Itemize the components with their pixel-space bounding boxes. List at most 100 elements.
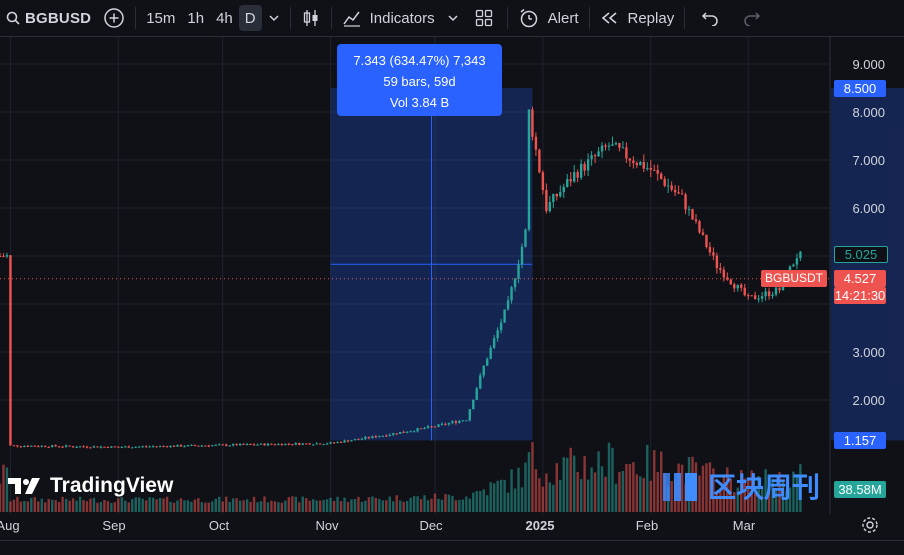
volume-bar	[719, 489, 722, 512]
candle-body	[573, 172, 576, 182]
candle-body	[412, 431, 416, 433]
compare-button[interactable]	[97, 0, 131, 36]
volume-bar	[301, 496, 304, 512]
volume-bar	[54, 500, 57, 512]
candle-body	[399, 432, 402, 434]
volume-bar	[729, 478, 732, 512]
layout-button[interactable]	[465, 0, 503, 36]
price-label: 8.000	[852, 105, 885, 120]
volume-bar	[733, 492, 736, 512]
candle-body	[423, 428, 426, 430]
candle-body	[405, 431, 409, 433]
candle-body	[0, 256, 2, 257]
volume-bar	[138, 497, 141, 512]
timeframe-15m[interactable]: 15m	[146, 9, 176, 27]
symbol-search[interactable]: BGBUSD	[0, 0, 97, 36]
candle-body	[402, 432, 405, 434]
time-label: Oct	[208, 518, 230, 533]
candle-body	[653, 169, 656, 171]
candle-body	[611, 144, 614, 146]
candle-body	[158, 445, 162, 447]
candle-body	[183, 446, 186, 448]
timeframe-d[interactable]: D	[238, 5, 262, 31]
replay-button[interactable]: Replay	[594, 0, 681, 36]
candle-body	[322, 444, 325, 446]
volume-bar	[399, 500, 402, 512]
candle-body	[722, 269, 726, 278]
volume-bar	[131, 499, 134, 512]
candle-body	[680, 193, 684, 195]
candle-body	[26, 445, 30, 447]
volume-bar	[743, 478, 746, 512]
candle-body	[506, 300, 510, 310]
volume-bar	[760, 486, 764, 512]
candle-body	[231, 444, 235, 446]
volume-bar	[364, 500, 367, 512]
volume-bar	[545, 473, 548, 512]
volume-bar	[12, 499, 16, 512]
volume-bar	[472, 492, 475, 512]
candle-body	[308, 443, 311, 445]
volume-bar	[506, 492, 510, 512]
candlestick-icon	[303, 10, 318, 26]
timeframe-4h[interactable]: 4h	[216, 9, 233, 27]
candle-body	[148, 446, 151, 448]
timeframe-dropdown[interactable]	[262, 0, 286, 36]
volume-bar	[259, 501, 263, 512]
candle-body	[639, 162, 642, 166]
alert-label: Alert	[547, 9, 579, 27]
volume-bar	[176, 500, 179, 512]
volume-bar	[795, 474, 799, 512]
candle-body	[151, 446, 155, 448]
candle-body	[492, 338, 496, 348]
volume-bar	[642, 478, 645, 512]
volume-bar	[740, 470, 743, 512]
volume-bar	[315, 500, 318, 512]
range-high-tag: 8.500	[834, 80, 886, 97]
candle-body	[259, 443, 263, 445]
undo-button[interactable]	[689, 0, 731, 36]
volume-bar	[329, 497, 332, 512]
candle-body	[106, 446, 110, 448]
volume-bar	[402, 501, 405, 512]
indicators-button[interactable]: Indicators	[336, 0, 441, 36]
candle-body	[113, 446, 117, 448]
candle-body	[336, 441, 339, 443]
timeframe-1h[interactable]: 1h	[187, 9, 205, 27]
volume-bar	[124, 500, 127, 512]
volume-bar	[110, 502, 113, 512]
volume-bar	[698, 475, 701, 512]
settings-gear-icon[interactable]	[861, 516, 879, 534]
candle-body	[64, 445, 68, 447]
candle-body	[332, 442, 336, 444]
volume-bar	[639, 476, 642, 512]
candle-body	[179, 445, 183, 447]
time-label: Dec	[419, 518, 443, 533]
chart-type-button[interactable]	[295, 0, 327, 36]
candle-body	[437, 424, 440, 427]
price-label: 9.000	[852, 57, 885, 72]
volume-bar	[263, 496, 266, 512]
alert-button[interactable]: Alert	[512, 0, 585, 36]
candle-body	[771, 294, 774, 297]
time-label: Aug	[0, 518, 20, 533]
volume-bar	[371, 496, 374, 512]
volume-bar	[604, 476, 607, 512]
candle-body	[440, 423, 444, 425]
redo-button[interactable]	[731, 0, 773, 36]
candle-body	[760, 296, 764, 299]
candle-body	[433, 426, 437, 428]
candle-body	[30, 445, 33, 447]
candle-body	[12, 445, 16, 447]
volume-bar	[788, 487, 792, 512]
volume-bar	[385, 500, 388, 512]
indicators-dropdown[interactable]	[441, 0, 465, 36]
symbol-tag: BGBUSDT	[761, 270, 828, 287]
search-icon	[6, 11, 20, 25]
time-axis[interactable]: Aug Sep Oct Nov Dec 2025 Feb Mar	[0, 514, 904, 538]
volume-bar	[405, 500, 409, 512]
volume-bar	[266, 502, 270, 512]
volume-bar	[635, 474, 639, 512]
candle-body	[733, 284, 736, 289]
volume-bar	[256, 502, 259, 512]
